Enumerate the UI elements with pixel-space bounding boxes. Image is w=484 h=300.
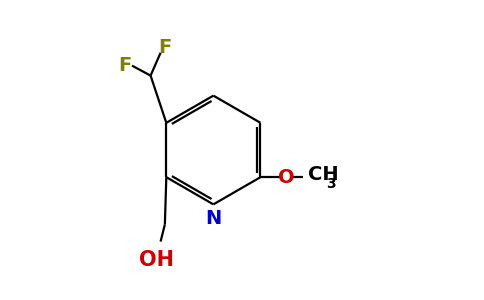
Text: F: F bbox=[118, 56, 132, 75]
Text: 3: 3 bbox=[326, 177, 335, 191]
Text: CH: CH bbox=[308, 165, 339, 184]
Text: N: N bbox=[205, 209, 222, 228]
Text: F: F bbox=[158, 38, 171, 56]
Text: O: O bbox=[278, 168, 295, 187]
Text: OH: OH bbox=[139, 250, 174, 270]
